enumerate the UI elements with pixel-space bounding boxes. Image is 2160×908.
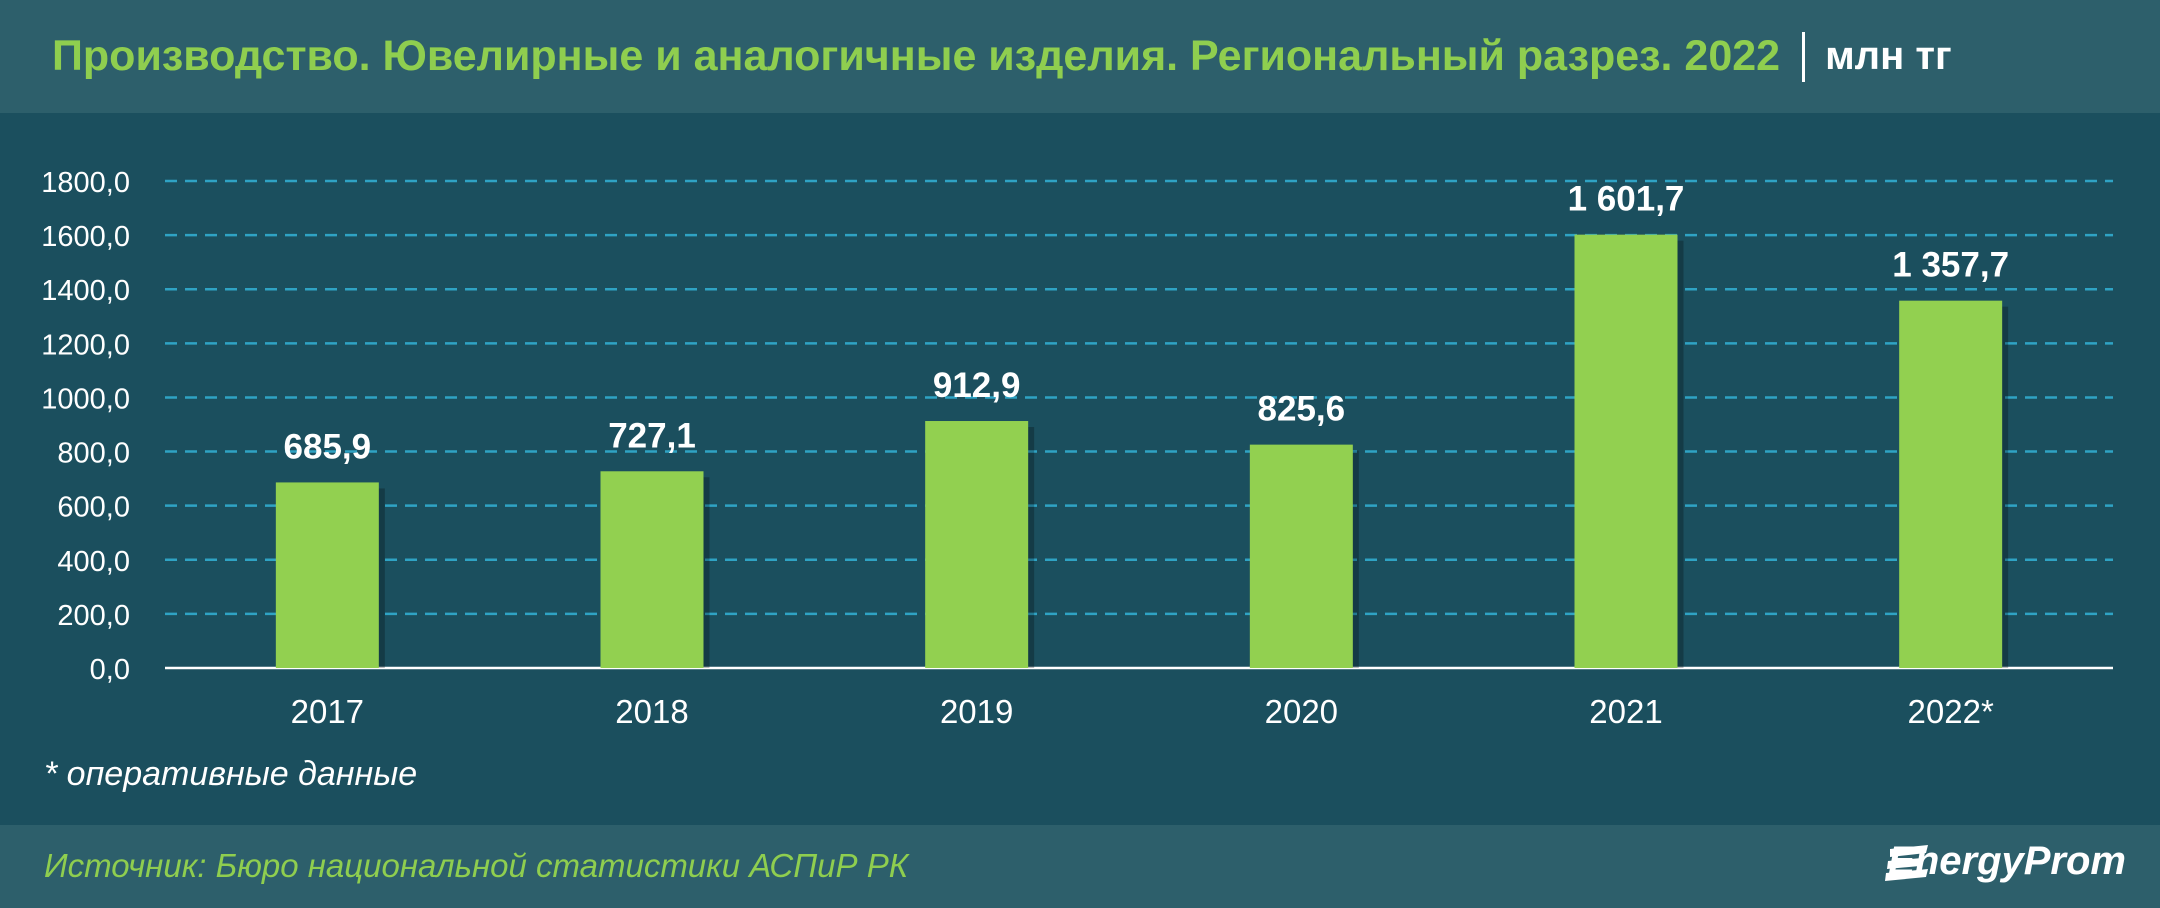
x-tick-label: 2018 (615, 693, 688, 730)
chart-title: Производство. Ювелирные и аналогичные из… (52, 32, 1781, 80)
x-tick-label: 2021 (1589, 693, 1662, 730)
y-tick-label: 800,0 (57, 438, 130, 470)
y-tick-label: 0,0 (90, 654, 130, 686)
data-label: 685,9 (284, 427, 372, 466)
y-tick-label: 1400,0 (41, 275, 130, 307)
chart-area: 0,0 200,0 400,0 600,0 800,0 1000,0 1200,0 1400,… (0, 113, 2160, 825)
data-label: 825,6 (1258, 390, 1346, 429)
title-separator (1802, 31, 1806, 82)
unit-label: млн тг (1825, 34, 1952, 78)
y-tick-label: 400,0 (57, 546, 130, 578)
bar (600, 471, 704, 668)
x-tick-label: 2022* (1908, 693, 1994, 730)
x-tick-label: 2017 (291, 693, 364, 730)
bar (275, 482, 379, 668)
data-label: 1 357,7 (1892, 246, 2009, 285)
bar-chart: 0,0 200,0 400,0 600,0 800,0 1000,0 1200,0 1400,… (41, 167, 2113, 730)
y-tick-label: 1600,0 (41, 221, 130, 253)
y-tick-label: 1000,0 (41, 383, 130, 415)
bar (1249, 444, 1353, 668)
x-tick-label: 2020 (1265, 693, 1338, 730)
bar (925, 421, 1029, 668)
footer-band: Источник: Бюро национальной статистики А… (0, 825, 2160, 908)
footnote: * оперативные данные (44, 755, 418, 793)
data-label: 912,9 (933, 366, 1021, 405)
header-band: Производство. Ювелирные и аналогичные из… (0, 0, 2160, 113)
y-tick-label: 200,0 (57, 600, 130, 632)
data-label: 1 601,7 (1568, 180, 1685, 219)
y-tick-label: 1200,0 (41, 329, 130, 361)
bar (1899, 300, 2003, 668)
energyprom-logo-icon (1885, 845, 1929, 881)
bar (1574, 234, 1678, 668)
y-tick-label: 600,0 (57, 492, 130, 524)
data-label: 727,1 (608, 416, 696, 455)
source-note: Источник: Бюро национальной статистики А… (44, 847, 909, 884)
x-tick-label: 2019 (940, 693, 1013, 730)
y-tick-label: 1800,0 (41, 167, 130, 199)
logo: EnergyProm (1882, 839, 2126, 884)
